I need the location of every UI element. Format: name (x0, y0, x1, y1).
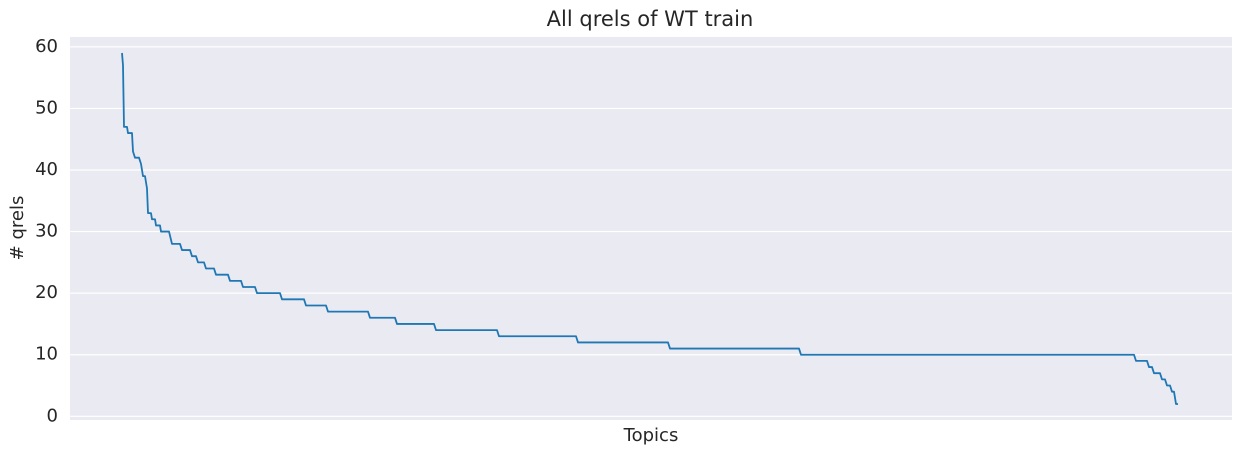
y-axis-label: # qrels (7, 196, 28, 261)
marks (121, 52, 1178, 405)
y-tick-label: 40 (35, 159, 58, 180)
y-tick-label: 30 (35, 221, 58, 242)
y-tick-label: 50 (35, 97, 58, 118)
y-tick-label: 0 (47, 405, 58, 426)
data-line (121, 52, 1178, 405)
y-tick-label: 60 (35, 36, 58, 57)
x-axis-label: Topics (623, 425, 679, 446)
y-tick-label: 10 (35, 344, 58, 365)
y-tick-label: 20 (35, 282, 58, 303)
chart-title: All qrels of WT train (547, 7, 754, 31)
plot-area (70, 37, 1232, 420)
